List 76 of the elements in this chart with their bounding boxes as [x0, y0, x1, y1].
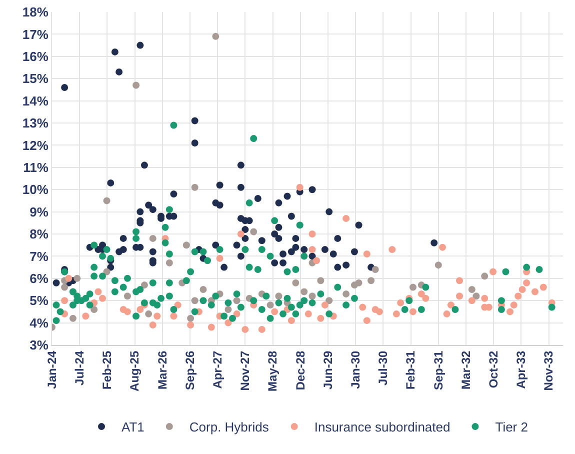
- x-tick-label: Feb-31: [404, 350, 418, 390]
- point: [103, 268, 110, 276]
- point: [472, 292, 480, 300]
- legend-label: AT1: [122, 420, 144, 435]
- x-tick-label: Nov-27: [238, 350, 252, 391]
- y-tick-label: 5%: [30, 293, 49, 308]
- x-tick-label: Oct-32: [486, 350, 500, 388]
- point: [74, 274, 81, 282]
- y-tick-label: 11%: [23, 160, 49, 175]
- point: [103, 197, 110, 204]
- y-tick-label: 17%: [22, 26, 49, 42]
- legend-label: Insurance subordinated: [314, 420, 450, 435]
- y-tick-label: 14%: [22, 93, 49, 108]
- point: [191, 184, 198, 191]
- x-tick-label: Mar-32: [458, 350, 473, 390]
- x-tick-label: Mar-26: [155, 350, 170, 390]
- point: [191, 297, 198, 304]
- point: [368, 277, 375, 284]
- x-tick-label: Feb-25: [100, 350, 114, 390]
- y-tick-label: 7%: [30, 248, 49, 264]
- y-tick-label: 3%: [30, 338, 49, 353]
- x-tick-label: Apr-33: [514, 350, 528, 389]
- point: [182, 242, 190, 249]
- point: [233, 297, 240, 304]
- legend-label: Corp. Hybrids: [189, 420, 270, 435]
- y-tick-label: 8%: [30, 226, 49, 242]
- point: [468, 286, 476, 293]
- point: [326, 297, 333, 304]
- x-tick-label: Aug-25: [128, 350, 142, 392]
- point: [145, 310, 152, 318]
- point: [250, 228, 258, 236]
- point: [149, 234, 156, 242]
- point: [90, 306, 98, 313]
- y-tick-label: 15%: [22, 71, 49, 86]
- legend-label: Tier 2: [495, 420, 528, 435]
- point: [61, 284, 68, 291]
- x-tick-label: Sep-26: [182, 350, 197, 390]
- x-tick-label: Jan-30: [348, 350, 362, 389]
- point: [350, 282, 358, 289]
- y-tick-label: 9%: [30, 204, 49, 220]
- x-tick-label: Jul-30: [376, 350, 390, 386]
- x-tick-label: Dec-28: [293, 350, 308, 390]
- y-tick-label: 16%: [22, 48, 49, 64]
- x-tick-label: Apr-27: [210, 350, 224, 389]
- point: [212, 32, 220, 40]
- point: [187, 314, 194, 322]
- x-tick-label: May-28: [266, 350, 280, 392]
- point: [166, 259, 173, 266]
- point: [481, 272, 488, 280]
- point: [308, 292, 316, 300]
- point: [434, 262, 442, 269]
- y-tick-label: 13%: [22, 116, 49, 131]
- point: [342, 290, 350, 298]
- point: [266, 302, 274, 309]
- x-tick-label: Jun-29: [320, 350, 335, 390]
- point: [410, 284, 416, 291]
- x-tick-label: Sep-31: [431, 350, 446, 390]
- point: [140, 282, 148, 289]
- y-tick-label: 4%: [30, 315, 49, 330]
- point: [292, 279, 300, 286]
- x-tick-label: Nov-33: [542, 350, 556, 391]
- point: [372, 266, 379, 274]
- x-tick-label: Jan-24: [44, 350, 59, 389]
- point: [275, 292, 282, 300]
- point: [124, 292, 131, 300]
- point: [317, 277, 324, 284]
- point: [200, 286, 207, 293]
- point: [132, 82, 140, 89]
- point: [224, 306, 232, 313]
- point: [300, 288, 308, 296]
- x-tick-label: Jul-24: [72, 350, 86, 386]
- y-tick-label: 10%: [22, 182, 49, 198]
- y-tick-label: 6%: [30, 270, 49, 286]
- y-tick-label: 12%: [22, 138, 49, 153]
- y-tick-label: 18%: [22, 4, 49, 20]
- point: [69, 314, 76, 322]
